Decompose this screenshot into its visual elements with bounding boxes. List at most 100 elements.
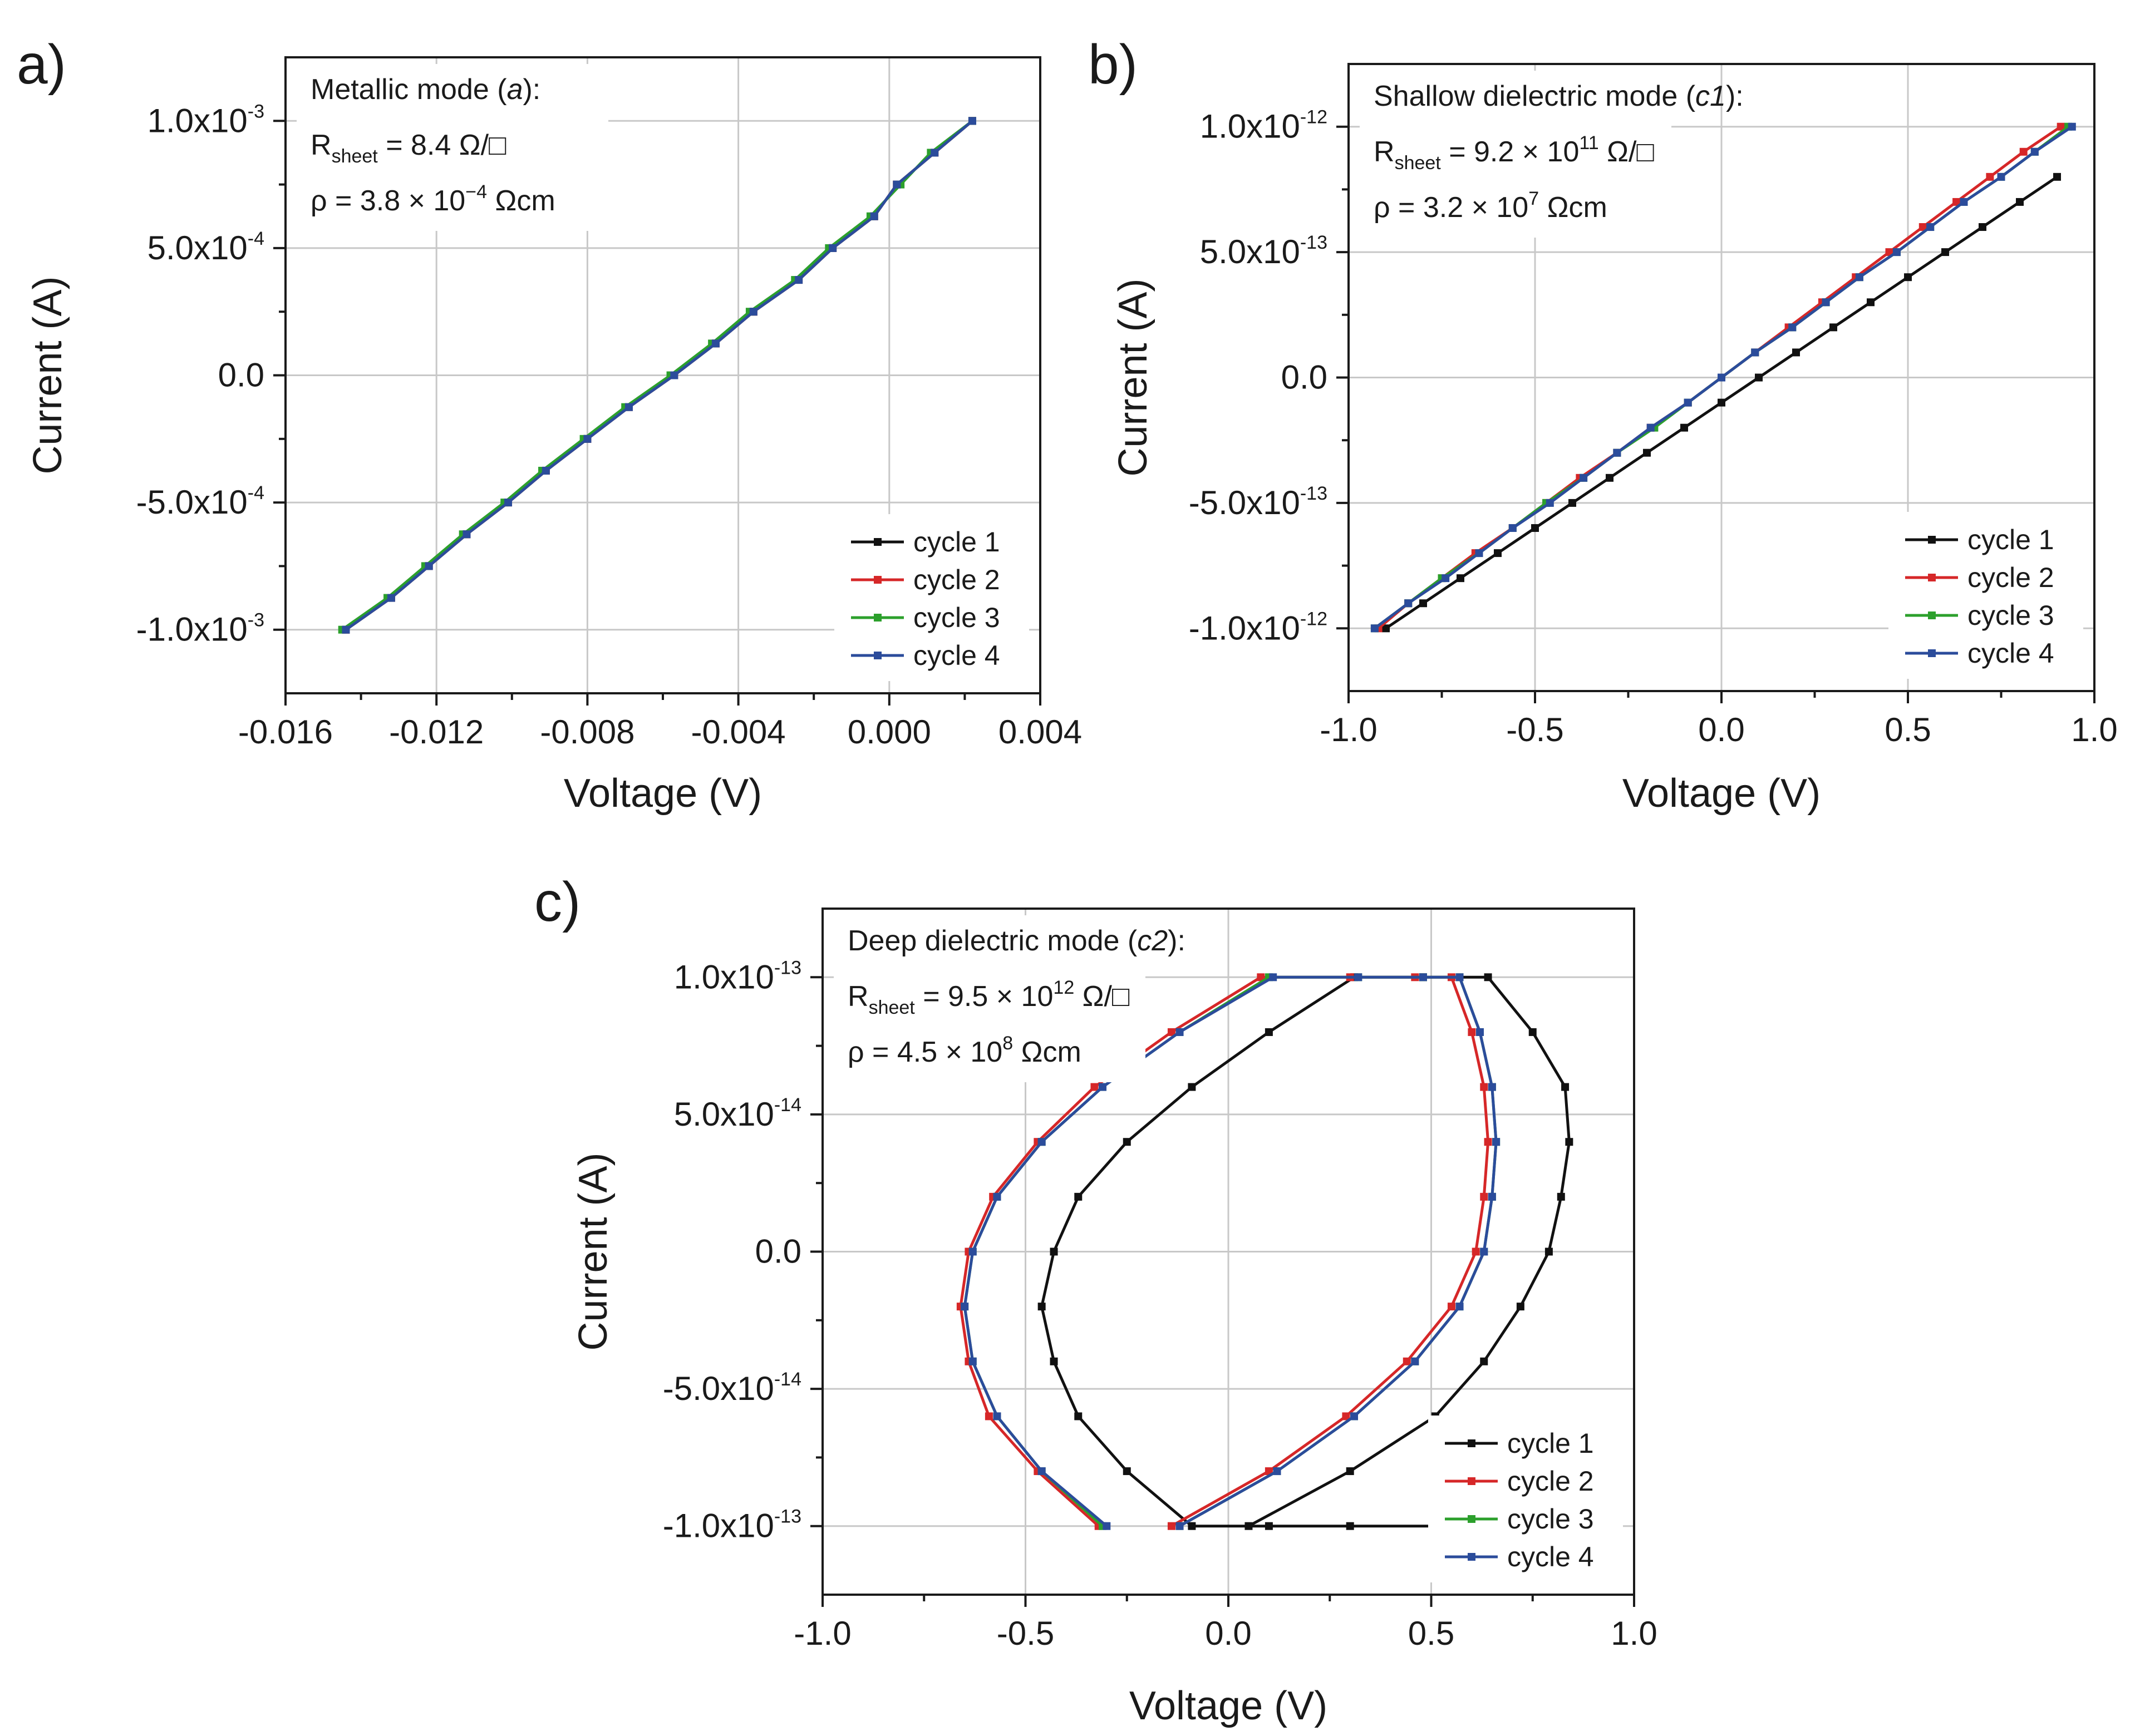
data-point bbox=[1565, 1138, 1573, 1146]
y-tick-mantissa: 1.0x10 bbox=[1200, 108, 1300, 145]
legend-label: cycle 1 bbox=[1507, 1428, 1594, 1459]
x-tick-label: 0.000 bbox=[848, 713, 931, 751]
annotation-mode-suffix: ): bbox=[1726, 80, 1744, 112]
data-point bbox=[1561, 1083, 1570, 1091]
annotation-r-exponent: 11 bbox=[1579, 132, 1598, 154]
y-tick-label: -1.0x10-12 bbox=[1189, 608, 1327, 647]
data-point bbox=[1037, 1467, 1046, 1476]
data-point bbox=[1244, 1522, 1253, 1530]
annotation-rho: ρ = 3.2 × 107 Ωcm bbox=[1374, 188, 1607, 224]
y-tick-mantissa: -5.0x10 bbox=[663, 1370, 774, 1407]
y-tick-label: 5.0x10-14 bbox=[674, 1094, 801, 1133]
y-tick-mantissa: 5.0x10 bbox=[1200, 233, 1300, 270]
data-point bbox=[1680, 423, 1688, 432]
y-tick-mantissa: 1.0x10 bbox=[147, 102, 248, 139]
series-cycle-1 bbox=[1382, 172, 2061, 633]
y-tick-label: 1.0x10-12 bbox=[1200, 107, 1327, 145]
legend-label: cycle 4 bbox=[1967, 638, 2054, 669]
data-point bbox=[870, 212, 878, 220]
legend-item: cycle 3 bbox=[1905, 600, 2054, 631]
series-cycle-1 bbox=[1037, 973, 1573, 1530]
data-point bbox=[1354, 973, 1362, 982]
annotation-rho-exponent: 7 bbox=[1528, 188, 1539, 209]
legend-swatch-marker bbox=[1468, 1553, 1475, 1561]
data-point bbox=[1718, 398, 1725, 407]
chart-c: -1.0 -0.5 0.0 0.5 1.0-1.0x10-13-5.0x10-140.0… bbox=[534, 871, 1657, 1728]
data-point bbox=[1455, 1303, 1464, 1311]
legend-label: cycle 1 bbox=[913, 526, 1000, 558]
data-point bbox=[1175, 1522, 1184, 1530]
legend-swatch-marker bbox=[874, 538, 882, 546]
x-tick-label: -1.0 bbox=[794, 1615, 851, 1652]
data-point bbox=[387, 594, 395, 602]
y-tick-label: 1.0x10-13 bbox=[674, 957, 801, 995]
data-point bbox=[1484, 1138, 1492, 1146]
annotation-mode-prefix: Metallic mode ( bbox=[311, 73, 507, 106]
data-point bbox=[1544, 1247, 1553, 1256]
y-tick-mantissa: 0.0 bbox=[218, 357, 264, 394]
panel-label: a) bbox=[17, 33, 66, 96]
legend-label: cycle 2 bbox=[913, 564, 1000, 595]
annotation-mode-suffix: ): bbox=[523, 73, 540, 106]
data-point bbox=[1265, 1522, 1273, 1530]
data-point bbox=[1037, 1138, 1046, 1146]
legend-swatch-marker bbox=[1468, 1515, 1475, 1523]
data-point bbox=[1370, 624, 1379, 633]
data-point bbox=[1480, 1083, 1488, 1091]
data-point bbox=[1167, 1028, 1175, 1036]
data-point bbox=[1480, 1192, 1488, 1201]
data-point bbox=[583, 435, 592, 443]
data-point bbox=[1480, 1357, 1488, 1365]
y-tick-label: -5.0x10-13 bbox=[1189, 483, 1327, 521]
data-point bbox=[1822, 298, 1830, 307]
data-point bbox=[1382, 624, 1390, 633]
y-tick-exponent: -4 bbox=[248, 482, 264, 504]
y-tick-mantissa: 5.0x10 bbox=[674, 1096, 774, 1133]
legend-item: cycle 2 bbox=[1445, 1466, 1594, 1497]
ticks-c bbox=[810, 976, 1635, 1607]
data-point bbox=[1484, 973, 1492, 982]
data-point bbox=[1557, 1192, 1565, 1201]
data-point bbox=[1546, 499, 1554, 507]
y-tick-mantissa: 0.0 bbox=[1281, 359, 1327, 396]
y-axis-label: Current (A) bbox=[1111, 278, 1155, 476]
annotation-rsheet: Rsheet = 9.5 × 1012 Ω/□ bbox=[848, 977, 1130, 1018]
y-tick-exponent: -12 bbox=[1300, 608, 1327, 629]
y-tick-mantissa: 5.0x10 bbox=[147, 229, 248, 267]
data-point bbox=[1516, 1303, 1524, 1311]
annotation-mode-italic: a bbox=[507, 73, 523, 106]
legend-swatch-marker bbox=[1468, 1439, 1475, 1447]
annotation-rho-exponent: −4 bbox=[465, 181, 487, 203]
data-point bbox=[993, 1412, 1001, 1421]
annotation-rho: ρ = 3.8 × 10−4 Ωcm bbox=[311, 181, 555, 217]
legend-label: cycle 2 bbox=[1967, 562, 2054, 593]
y-tick-label: 5.0x10-4 bbox=[147, 228, 264, 267]
data-point bbox=[1568, 499, 1576, 507]
data-point bbox=[1941, 248, 1949, 257]
y-tick-label: 1.0x10-3 bbox=[147, 101, 264, 139]
x-tick-label: -0.5 bbox=[1506, 711, 1563, 748]
data-point bbox=[2053, 172, 2061, 181]
legend-swatch-marker bbox=[874, 614, 882, 622]
legend-b: cycle 1 cycle 2 cycle 3 cycle 4 bbox=[1888, 512, 2083, 679]
annotation-rho-exponent: 8 bbox=[1002, 1033, 1013, 1054]
legend-item: cycle 4 bbox=[1445, 1541, 1594, 1572]
annotation-rho-mantissa: ρ = 4.5 × 10 bbox=[848, 1036, 1002, 1068]
legend-swatch-marker bbox=[1928, 649, 1936, 657]
data-point bbox=[1090, 1083, 1099, 1091]
data-point bbox=[1468, 1028, 1476, 1036]
data-point bbox=[1273, 1467, 1281, 1476]
legend-swatch-marker bbox=[874, 652, 882, 659]
data-point bbox=[1475, 1028, 1484, 1036]
x-tick-label: -0.016 bbox=[238, 713, 333, 751]
x-tick-label: 0.004 bbox=[998, 713, 1082, 751]
data-point bbox=[463, 530, 471, 539]
y-tick-label: 5.0x10-13 bbox=[1200, 232, 1327, 270]
data-point bbox=[1419, 973, 1427, 982]
data-point bbox=[670, 371, 678, 379]
data-point bbox=[542, 466, 550, 475]
annotation-r-mantissa: = 9.2 × 10 bbox=[1441, 136, 1580, 168]
data-point bbox=[993, 1192, 1001, 1201]
data-point bbox=[1472, 1247, 1480, 1256]
